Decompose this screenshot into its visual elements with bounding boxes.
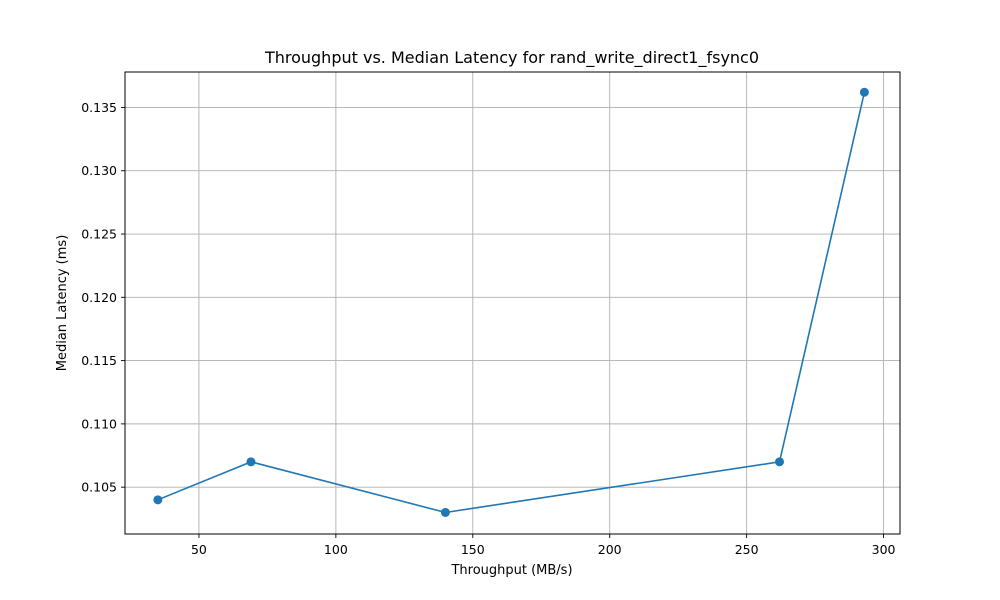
data-point [859,87,869,97]
data-point [153,495,163,505]
x-tick-label: 100 [324,542,348,557]
plot-frame [124,71,901,535]
y-tick-label: 0.125 [81,227,117,242]
y-tick-label: 0.135 [81,100,117,115]
data-point [775,457,785,467]
x-tick-label: 50 [191,542,207,557]
y-tick-label: 0.110 [81,416,117,431]
series-group [153,87,869,517]
y-tick-label: 0.130 [81,163,117,178]
x-tick-label: 300 [872,542,896,557]
x-tick-label: 250 [735,542,759,557]
data-point [440,507,450,517]
grid-lines [125,72,900,534]
y-tick-label: 0.115 [81,353,117,368]
chart-title: Throughput vs. Median Latency for rand_w… [264,48,759,68]
x-axis-label: Throughput (MB/s) [450,563,572,578]
x-tick-label: 200 [598,542,622,557]
series-line [157,92,866,514]
x-tick-label: 150 [461,542,485,557]
data-point [246,457,256,467]
y-tick-label: 0.105 [81,480,117,495]
y-axis-label: Median Latency (ms) [55,235,70,372]
axis-ticks: 50 100 150 200 250 300 0.105 0.110 0.115 0.120 0.1… [81,100,895,557]
y-tick-label: 0.120 [81,290,117,305]
